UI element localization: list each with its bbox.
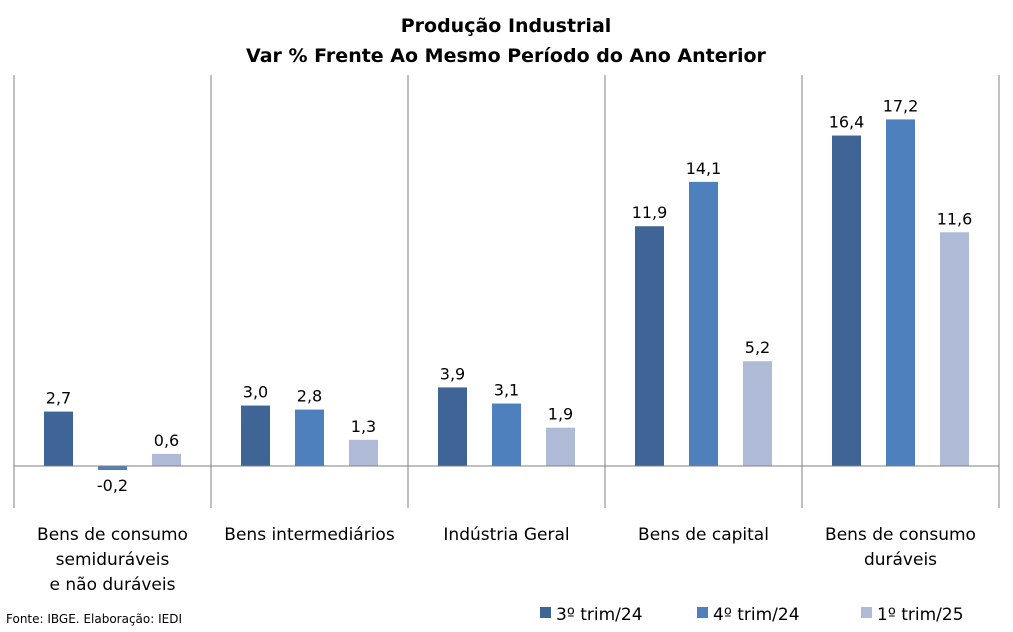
data-label: 2,7 bbox=[46, 389, 71, 408]
bar bbox=[546, 427, 575, 466]
bar bbox=[832, 135, 861, 467]
legend-label: 3º trim/24 bbox=[556, 605, 643, 625]
legend-label: 1º trim/25 bbox=[877, 605, 964, 625]
bar bbox=[886, 119, 915, 467]
bar bbox=[438, 387, 467, 466]
legend-swatch bbox=[540, 607, 551, 618]
bar bbox=[492, 403, 521, 466]
bar bbox=[98, 466, 127, 471]
chart-subtitle: Var % Frente Ao Mesmo Período do Ano Ant… bbox=[246, 45, 767, 67]
legend-swatch bbox=[861, 607, 872, 618]
bar bbox=[44, 411, 73, 466]
data-label: 1,9 bbox=[548, 405, 573, 424]
bar bbox=[152, 453, 181, 466]
category-label: Indústria Geral bbox=[443, 525, 569, 545]
data-label: 3,0 bbox=[243, 383, 268, 402]
category-label: Bens intermediários bbox=[224, 525, 395, 545]
data-label: 5,2 bbox=[745, 338, 770, 357]
data-label: 16,4 bbox=[829, 113, 865, 132]
bar bbox=[689, 181, 718, 466]
bar bbox=[635, 226, 664, 466]
category-label: Bens de consumo bbox=[825, 525, 976, 545]
data-label: -0,2 bbox=[97, 476, 128, 495]
plot-area: 2,7 3,0 3,9 11,9 16,4 -0,2 2,8 3,1 14,1 17,2 0,6 1,… bbox=[13, 75, 1000, 595]
chart-title: Produção Industrial bbox=[401, 15, 612, 37]
bar bbox=[940, 232, 969, 466]
data-label: 0,6 bbox=[154, 431, 179, 450]
data-label: 1,3 bbox=[351, 417, 376, 436]
category-label: Bens de consumo bbox=[37, 525, 188, 545]
bar bbox=[241, 405, 270, 466]
data-label: 11,6 bbox=[937, 209, 973, 228]
category-label: Bens de capital bbox=[638, 525, 769, 545]
data-label: 11,9 bbox=[632, 203, 668, 222]
category-label: e não duráveis bbox=[50, 575, 176, 595]
data-label: 3,9 bbox=[440, 364, 465, 383]
data-label: 2,8 bbox=[297, 387, 322, 406]
category-label: duráveis bbox=[864, 550, 937, 570]
legend-label: 4º trim/24 bbox=[713, 605, 800, 625]
bar bbox=[743, 361, 772, 466]
data-label: 17,2 bbox=[883, 96, 919, 115]
data-label: 14,1 bbox=[686, 159, 722, 178]
data-label: 3,1 bbox=[494, 381, 519, 400]
source-note: Fonte: IBGE. Elaboração: IEDI bbox=[6, 612, 182, 626]
legend: 3º trim/24 4º trim/24 1º trim/25 bbox=[540, 605, 964, 625]
bar bbox=[295, 409, 324, 466]
category-label: semiduráveis bbox=[56, 550, 170, 570]
legend-swatch bbox=[697, 607, 708, 618]
bar bbox=[349, 439, 378, 466]
